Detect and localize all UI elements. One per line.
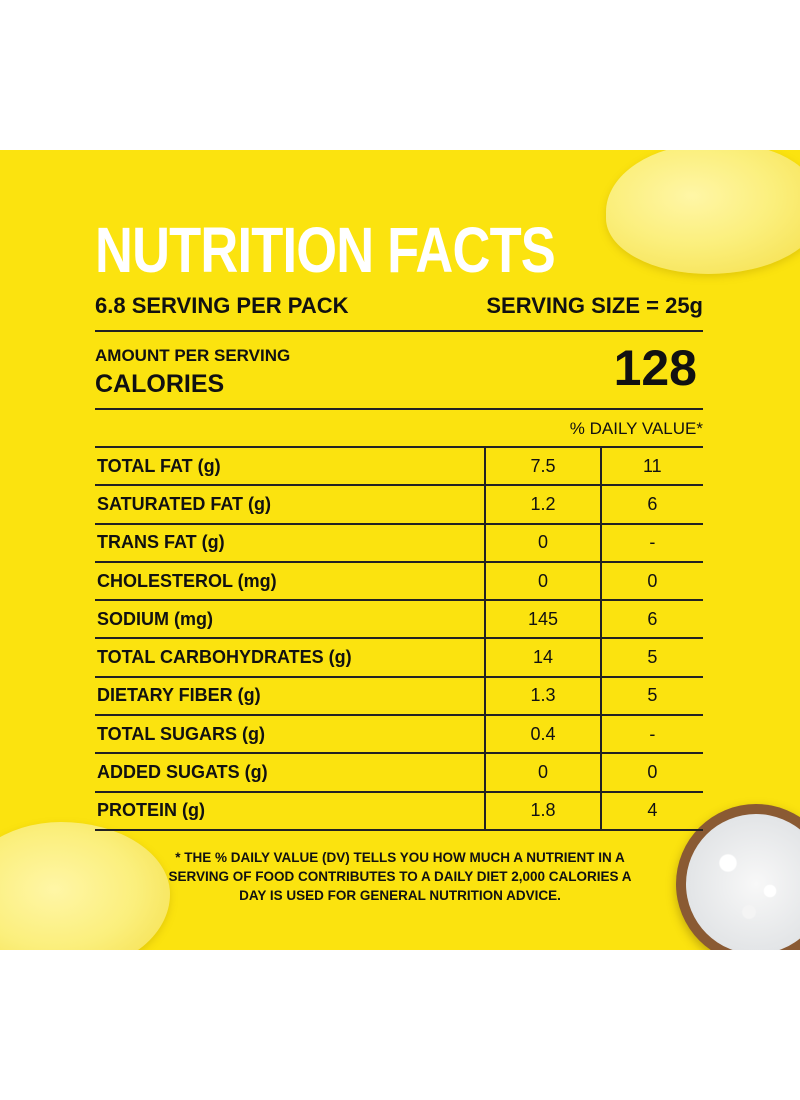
nutrient-amount: 1.8 — [484, 792, 599, 829]
nutrient-daily-value: 11 — [599, 448, 703, 485]
nutrient-amount: 1.3 — [484, 677, 599, 715]
nutrient-name: PROTEIN (g) — [97, 800, 205, 821]
divider — [95, 330, 703, 332]
nutrient-name: TRANS FAT (g) — [97, 532, 225, 553]
nutrient-name: SODIUM (mg) — [97, 608, 213, 629]
nutrient-amount: 0 — [484, 562, 599, 600]
nutrient-daily-value: 0 — [599, 562, 703, 600]
nutrient-row: TOTAL FAT (g) 7.5 11 — [95, 448, 703, 487]
nutrient-name: ADDED SUGATS (g) — [97, 762, 268, 783]
nutrient-amount: 0 — [484, 754, 599, 791]
servings-per-pack: 6.8 SERVING PER PACK — [95, 293, 349, 318]
nutrient-name: SATURATED FAT (g) — [97, 493, 271, 514]
nutrient-name: TOTAL FAT (g) — [97, 455, 221, 476]
nutrient-row: SODIUM (mg) 145 6 — [95, 601, 703, 640]
amount-per-serving-label: AMOUNT PER SERVING — [95, 346, 291, 365]
nutrient-daily-value: 4 — [599, 792, 703, 829]
salt-image — [686, 814, 800, 950]
potato-chip-image — [606, 150, 800, 274]
nutrient-row: SATURATED FAT (g) 1.2 6 — [95, 486, 703, 525]
nutrient-row: TOTAL CARBOHYDRATES (g) 14 5 — [95, 639, 703, 678]
nutrient-row: CHOLESTEROL (mg) 0 0 — [95, 562, 703, 602]
nutrient-name: DIETARY FIBER (g) — [97, 685, 261, 706]
nutrient-name: TOTAL SUGARS (g) — [97, 723, 265, 744]
nutrient-table: TOTAL FAT (g) 7.5 11 SATURATED FAT (g) 1.2 6 T… — [95, 446, 703, 831]
nutrient-row: PROTEIN (g) 1.8 4 — [95, 792, 703, 831]
nutrient-daily-value: 5 — [599, 639, 703, 676]
divider — [95, 408, 703, 410]
nutrient-amount: 1.2 — [484, 486, 599, 523]
serving-size: SERVING SIZE = 25g — [486, 293, 703, 318]
nutrient-daily-value: 6 — [599, 486, 703, 523]
nutrient-daily-value: 5 — [599, 677, 703, 715]
nutrient-amount: 14 — [484, 639, 599, 676]
nutrient-name: TOTAL CARBOHYDRATES (g) — [97, 647, 352, 668]
nutrient-daily-value: - — [599, 524, 703, 561]
daily-value-header: % DAILY VALUE* — [569, 419, 703, 438]
salt-bowl-image — [676, 804, 800, 950]
nutrient-row: TRANS FAT (g) 0- — [95, 524, 703, 563]
nutrient-row: ADDED SUGATS (g) 0 0 — [95, 754, 703, 793]
footnote: * THE % DAILY VALUE (DV) TELLS YOU HOW M… — [168, 850, 632, 903]
page-title: NUTRITION FACTS — [95, 214, 556, 286]
nutrient-row: TOTAL SUGARS (g) 0.4- — [95, 716, 703, 755]
nutrient-amount: 0.4 — [484, 716, 599, 753]
nutrition-panel: NUTRITION FACTS 6.8 SERVING PER PACK SER… — [0, 150, 800, 950]
nutrient-daily-value: 0 — [599, 754, 703, 791]
nutrient-amount: 145 — [484, 601, 599, 638]
nutrient-row: DIETARY FIBER (g) 1.3 5 — [95, 677, 703, 717]
nutrient-amount: 7.5 — [484, 448, 599, 485]
nutrient-name: CHOLESTEROL (mg) — [97, 570, 277, 591]
potato-chip-image — [0, 822, 170, 950]
nutrient-daily-value: 6 — [599, 601, 703, 638]
nutrient-daily-value: - — [599, 716, 703, 753]
nutrient-amount: 0 — [484, 524, 599, 561]
calories-value: 128 — [613, 340, 697, 396]
calories-label: CALORIES — [95, 370, 225, 398]
serving-info: 6.8 SERVING PER PACK SERVING SIZE = 25g — [95, 293, 703, 325]
